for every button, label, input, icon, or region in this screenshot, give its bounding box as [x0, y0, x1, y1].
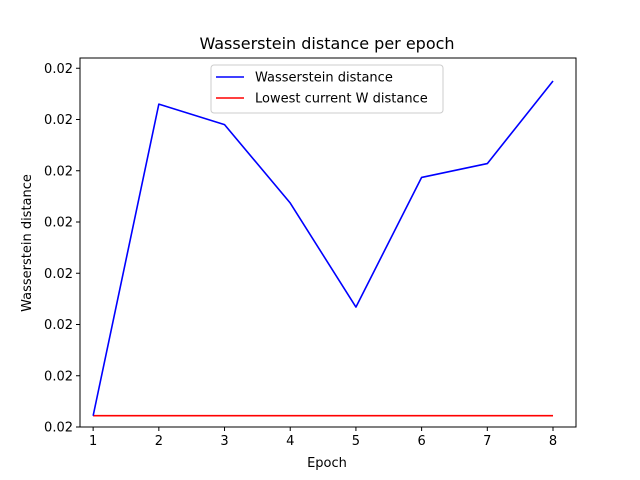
- x-axis-ticks: 1 2 3 4 5 6 7 8: [89, 427, 557, 449]
- x-tick-label: 1: [89, 434, 97, 449]
- y-tick-label: 0.02: [44, 62, 73, 77]
- y-tick-label: 0.02: [44, 318, 73, 333]
- x-tick-label: 4: [286, 434, 294, 449]
- chart-title: Wasserstein distance per epoch: [199, 34, 454, 53]
- y-tick-label: 0.02: [44, 164, 73, 179]
- x-tick-label: 8: [549, 434, 557, 449]
- x-tick-label: 2: [155, 434, 163, 449]
- x-axis-label: Epoch: [307, 456, 347, 471]
- plot-area: [79, 57, 577, 428]
- legend-label-2: Lowest current W distance: [255, 92, 428, 107]
- y-tick-label: 0.02: [44, 216, 73, 231]
- x-tick-label: 5: [352, 434, 360, 449]
- y-axis-ticks: 0.02 0.02 0.02 0.02 0.02 0.02 0.02 0.02: [44, 62, 80, 436]
- legend-label-1: Wasserstein distance: [255, 71, 393, 86]
- y-tick-label: 0.02: [44, 369, 73, 384]
- x-tick-label: 7: [483, 434, 491, 449]
- legend-box: [210, 64, 444, 114]
- x-tick-label: 3: [220, 434, 228, 449]
- y-tick-label: 0.02: [44, 421, 73, 436]
- series-line-1: [92, 80, 554, 416]
- x-tick-label: 6: [417, 434, 425, 449]
- y-tick-label: 0.02: [44, 267, 73, 282]
- axes-frame: [79, 57, 577, 428]
- y-axis-label: Wasserstein distance: [20, 174, 35, 312]
- legend: Wasserstein distance Lowest current W dis…: [210, 64, 444, 114]
- y-tick-label: 0.02: [44, 113, 73, 128]
